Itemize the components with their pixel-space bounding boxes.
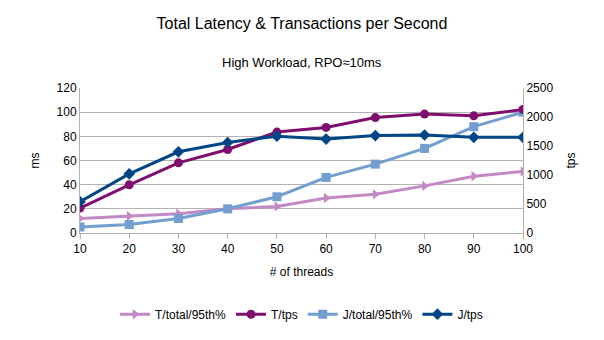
svg-text:80: 80	[418, 242, 432, 256]
svg-text:1500: 1500	[526, 139, 553, 153]
svg-text:20: 20	[63, 202, 77, 216]
svg-text:ms: ms	[28, 153, 42, 169]
svg-text:0: 0	[70, 226, 77, 240]
svg-text:2000: 2000	[526, 110, 553, 124]
svg-text:T/tps: T/tps	[271, 308, 298, 322]
svg-text:10: 10	[73, 242, 87, 256]
svg-text:40: 40	[221, 242, 235, 256]
svg-text:2500: 2500	[526, 81, 553, 95]
svg-text:60: 60	[319, 242, 333, 256]
svg-text:# of threads: # of threads	[270, 265, 333, 279]
svg-text:tps: tps	[564, 152, 578, 168]
svg-text:0: 0	[526, 226, 533, 240]
svg-text:J/tps: J/tps	[457, 308, 482, 322]
svg-text:30: 30	[172, 242, 186, 256]
svg-text:Total Latency & Transactions p: Total Latency & Transactions per Second	[157, 15, 448, 32]
svg-text:70: 70	[369, 242, 383, 256]
svg-text:90: 90	[467, 242, 481, 256]
svg-text:20: 20	[123, 242, 137, 256]
svg-text:500: 500	[526, 197, 546, 211]
svg-text:80: 80	[63, 130, 77, 144]
svg-text:50: 50	[270, 242, 284, 256]
svg-text:J/total/95th%: J/total/95th%	[343, 308, 413, 322]
svg-text:60: 60	[63, 154, 77, 168]
svg-text:T/total/95th%: T/total/95th%	[155, 308, 226, 322]
svg-text:High Workload, RPO≈10ms: High Workload, RPO≈10ms	[222, 55, 382, 70]
svg-text:100: 100	[513, 242, 533, 256]
svg-text:40: 40	[63, 178, 77, 192]
svg-text:120: 120	[57, 81, 77, 95]
svg-text:1000: 1000	[526, 168, 553, 182]
svg-text:100: 100	[57, 105, 77, 119]
